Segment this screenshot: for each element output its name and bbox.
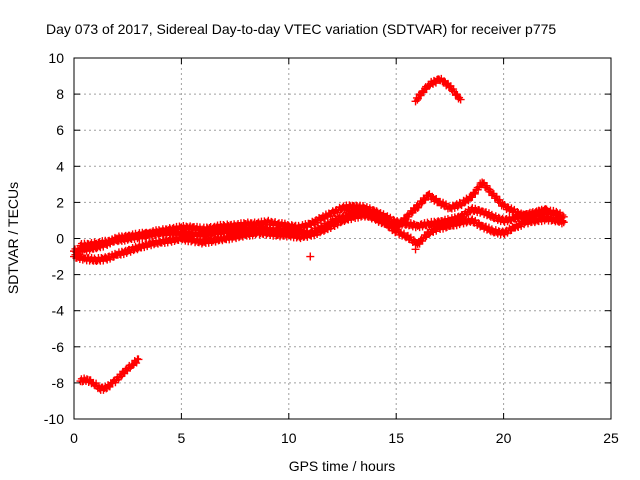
x-tick-label: 15 — [388, 430, 404, 446]
data-point — [471, 190, 479, 198]
x-tick-label: 0 — [70, 430, 78, 446]
data-point — [421, 196, 429, 204]
y-tick-label: 10 — [48, 50, 64, 66]
y-axis: -10 -8 -6 -4 -2 0 2 4 6 8 10 — [44, 50, 611, 427]
data-point — [424, 191, 433, 200]
y-tick-label: 4 — [56, 158, 64, 174]
data-point — [542, 205, 550, 213]
series-high-arc — [411, 74, 465, 106]
x-axis-label: GPS time / hours — [289, 458, 396, 474]
data-point — [432, 79, 440, 87]
data-point — [456, 95, 465, 104]
series-low-track — [76, 355, 143, 394]
y-tick-label: 8 — [56, 86, 64, 102]
data-point — [418, 199, 426, 207]
series-main-band-c — [76, 178, 551, 251]
y-tick-label: -2 — [52, 267, 65, 283]
series-outliers — [306, 203, 422, 261]
y-axis-label: SDTVAR / TECUs — [5, 182, 21, 294]
data-point — [542, 205, 551, 214]
x-tick-label: 5 — [178, 430, 186, 446]
data-point — [559, 217, 567, 225]
y-tick-label: -8 — [52, 375, 65, 391]
y-tick-label: 2 — [56, 194, 64, 210]
data-point — [499, 202, 508, 211]
x-tick-label: 10 — [281, 430, 297, 446]
data-point — [413, 203, 422, 212]
data-point — [456, 200, 465, 209]
y-tick-label: -6 — [52, 339, 65, 355]
data-point — [415, 203, 423, 211]
data-point — [413, 96, 421, 104]
data-point — [559, 218, 568, 227]
data-point — [483, 182, 491, 190]
x-axis: 0 5 10 15 20 25 — [70, 58, 619, 446]
data-point — [106, 383, 114, 391]
data-point — [421, 233, 429, 241]
data-series — [70, 74, 568, 394]
data-point — [134, 355, 143, 364]
chart-title: Day 073 of 2017, Sidereal Day-to-day VTE… — [46, 21, 556, 37]
y-tick-label: -10 — [44, 411, 64, 427]
data-point — [306, 252, 315, 261]
data-point — [408, 209, 416, 217]
y-tick-label: 0 — [56, 231, 64, 247]
x-tick-label: 25 — [603, 430, 619, 446]
y-tick-label: 6 — [56, 122, 64, 138]
data-point — [411, 245, 420, 254]
data-point — [129, 361, 137, 369]
y-tick-label: -4 — [52, 303, 65, 319]
x-tick-label: 20 — [496, 430, 512, 446]
